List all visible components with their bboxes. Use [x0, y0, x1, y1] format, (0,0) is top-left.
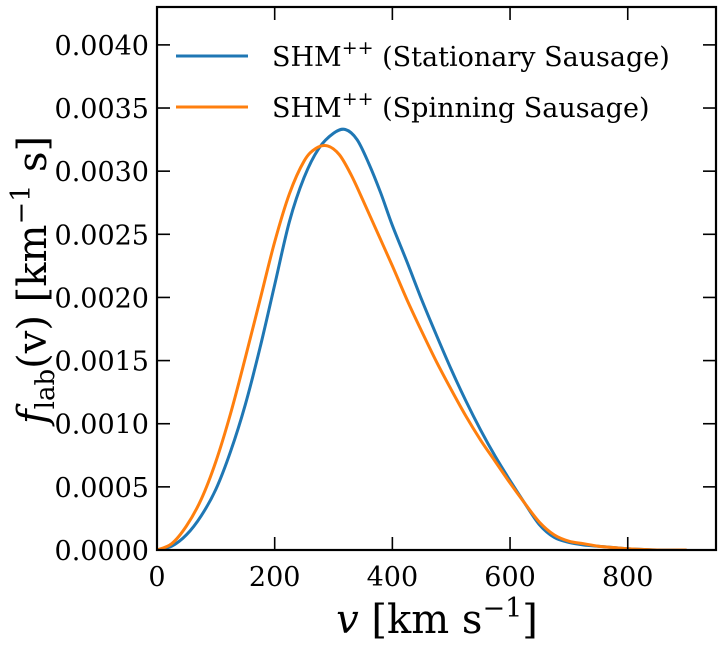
series-line-1: [157, 144, 687, 550]
axes-frame: [155, 5, 718, 552]
series-line-0: [157, 127, 687, 550]
y-tick-label: 0.0035: [55, 94, 149, 125]
y-tick-label: 0.0000: [55, 536, 149, 567]
legend-label-0: SHM++ (Stationary Sausage): [272, 37, 670, 73]
y-tick-label: 0.0020: [55, 283, 149, 314]
x-tick-label: 200: [249, 562, 301, 593]
y-tick-label: 0.0030: [55, 157, 149, 188]
y-tick-label: 0.0005: [55, 473, 149, 504]
y-tick-label: 0.0025: [55, 220, 149, 251]
legend: SHM++ (Stationary Sausage) SHM++ (Spinnin…: [176, 37, 670, 124]
y-tick-label: 0.0040: [55, 31, 149, 62]
y-axis-label: flab(v) [km−1 s]: [6, 136, 61, 427]
y-tick-label: 0.0015: [55, 347, 149, 378]
x-tick-label: 800: [602, 562, 654, 593]
x-tick-label: 600: [484, 562, 536, 593]
x-tick-label: 0: [148, 562, 165, 593]
legend-label-1: SHM++ (Spinning Sausage): [272, 88, 649, 124]
x-axis-label: v [km s−1]: [336, 593, 538, 643]
x-tick-label: 400: [367, 562, 419, 593]
y-tick-label: 0.0010: [55, 410, 149, 441]
